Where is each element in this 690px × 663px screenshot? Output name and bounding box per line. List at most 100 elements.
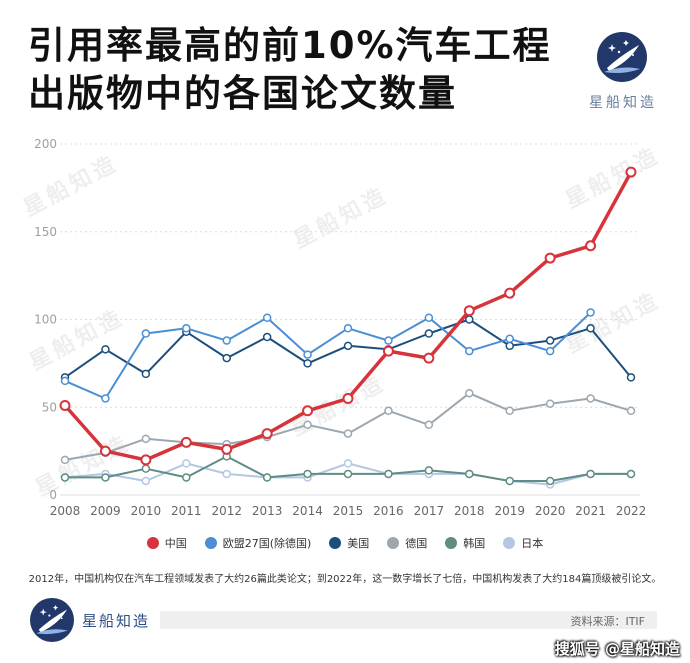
x-tick-label: 2010 — [131, 504, 162, 518]
chart-footnote: 2012年，中国机构仅在汽车工程领域发表了大约26篇此类论文；到2022年，这一… — [28, 574, 662, 585]
data-point-germany-2021 — [586, 394, 595, 403]
legend-label: 中国 — [164, 537, 187, 550]
data-point-usa-2017 — [424, 329, 434, 338]
data-point-germany-2017 — [424, 420, 434, 430]
x-tick-label: 2012 — [211, 504, 242, 518]
platform-watermark: 搜狐号 @星船知造 — [554, 640, 680, 658]
legend-swatch — [445, 537, 458, 549]
x-tick-label: 2019 — [494, 504, 525, 518]
x-tick-label: 2011 — [171, 504, 202, 518]
data-point-korea-2015 — [343, 469, 353, 479]
data-point-eu27-ex-germany-2008 — [60, 376, 70, 386]
data-point-eu27-ex-germany-2012 — [222, 336, 231, 345]
data-point-usa-2020 — [545, 336, 555, 345]
series-line-china — [63, 170, 633, 462]
legend-label: 日本 — [521, 537, 544, 550]
data-point-japan-2010 — [141, 476, 151, 486]
data-point-korea-2010 — [141, 464, 151, 473]
legend-label: 韩国 — [463, 537, 486, 550]
data-point-korea-2013 — [262, 473, 272, 482]
data-point-korea-2011 — [182, 473, 191, 482]
data-point-usa-2015 — [343, 341, 353, 351]
legend-item-germany: 德国 — [387, 535, 427, 551]
data-point-korea-2018 — [465, 469, 474, 479]
data-point-eu27-ex-germany-2015 — [343, 324, 353, 333]
data-point-germany-2016 — [384, 406, 393, 416]
data-point-eu27-ex-germany-2013 — [262, 313, 272, 322]
data-point-china-2020 — [544, 252, 556, 264]
data-point-china-2009 — [99, 445, 111, 457]
data-point-germany-2020 — [545, 399, 555, 408]
data-point-germany-2019 — [505, 406, 514, 416]
legend-swatch — [204, 537, 217, 549]
data-point-eu27-ex-germany-2021 — [586, 308, 595, 317]
y-tick-label: 50 — [42, 400, 57, 414]
x-tick-label: 2016 — [373, 504, 404, 518]
data-point-korea-2021 — [586, 469, 595, 479]
legend-label: 美国 — [347, 537, 370, 550]
data-point-korea-2008 — [60, 473, 70, 482]
data-point-china-2008 — [59, 399, 71, 411]
brand-logo-icon — [30, 598, 74, 642]
data-point-eu27-ex-germany-2016 — [384, 336, 393, 345]
data-point-usa-2013 — [262, 332, 272, 342]
chart-title-line-2: 出版物中的各国论文数量 — [28, 72, 457, 115]
legend-item-eu27: 欧盟27国(除德国) — [204, 535, 312, 551]
legend-label: 欧盟27国(除德国) — [222, 537, 312, 550]
data-point-eu27-ex-germany-2018 — [465, 346, 474, 356]
data-point-china-2015 — [342, 392, 354, 404]
data-point-japan-2015 — [343, 459, 353, 468]
legend-item-japan: 日本 — [503, 535, 543, 551]
y-tick-label: 200 — [34, 137, 57, 151]
y-tick-label: 0 — [49, 488, 57, 502]
legend-swatch — [503, 537, 516, 549]
data-point-germany-2015 — [343, 429, 353, 438]
footer-bar — [160, 611, 657, 629]
data-point-eu27-ex-germany-2019 — [505, 334, 514, 344]
data-point-germany-2022 — [626, 406, 636, 416]
data-point-china-2017 — [423, 352, 435, 364]
data-point-japan-2011 — [182, 459, 191, 468]
line-chart: 0 50 100 150 200 2008 2009 2010 2011 2012 2013 2014… — [34, 137, 646, 518]
data-point-eu27-ex-germany-2009 — [101, 394, 110, 403]
legend-swatch — [146, 537, 159, 549]
data-source: 资料来源：ITIF — [570, 615, 645, 628]
data-point-japan-2012 — [222, 469, 231, 479]
x-tick-label: 2021 — [575, 504, 606, 518]
y-tick-label: 150 — [34, 225, 57, 239]
data-point-usa-2019 — [505, 341, 514, 351]
data-point-korea-2014 — [303, 469, 312, 479]
data-point-usa-2018 — [465, 315, 474, 324]
data-point-germany-2014 — [303, 420, 312, 430]
brand-name-top: 星船知造 — [589, 95, 657, 111]
y-tick-label: 100 — [34, 313, 57, 327]
data-point-china-2012 — [221, 443, 233, 455]
data-point-china-2013 — [261, 428, 273, 440]
data-point-eu27-ex-germany-2014 — [303, 350, 312, 359]
x-tick-label: 2015 — [333, 504, 364, 518]
x-tick-label: 2017 — [414, 504, 445, 518]
chart-legend: 中国 欧盟27国(除德国) 美国 德国 韩国 日本 — [0, 535, 690, 551]
data-point-eu27-ex-germany-2011 — [182, 324, 191, 333]
data-point-china-2010 — [140, 454, 152, 466]
data-point-china-2014 — [302, 405, 314, 417]
legend-label: 德国 — [405, 537, 428, 550]
data-point-germany-2018 — [465, 388, 474, 398]
data-point-korea-2019 — [505, 476, 514, 486]
chart-title-line-1: 引用率最高的前10%汽车工程 — [28, 24, 552, 67]
data-point-eu27-ex-germany-2020 — [545, 346, 555, 356]
data-point-korea-2017 — [424, 466, 434, 475]
legend-item-china: 中国 — [146, 535, 187, 551]
x-tick-label: 2018 — [454, 504, 485, 518]
brand-logo-icon — [597, 32, 647, 82]
data-point-usa-2009 — [101, 345, 110, 354]
data-point-china-2022 — [625, 166, 637, 178]
data-point-korea-2016 — [384, 469, 393, 479]
data-point-usa-2021 — [586, 324, 595, 333]
data-point-china-2011 — [180, 436, 192, 448]
data-point-korea-2009 — [101, 473, 110, 482]
data-point-usa-2022 — [626, 373, 636, 382]
legend-item-usa: 美国 — [329, 535, 369, 551]
data-point-china-2016 — [382, 345, 394, 357]
x-tick-label: 2020 — [535, 504, 566, 518]
